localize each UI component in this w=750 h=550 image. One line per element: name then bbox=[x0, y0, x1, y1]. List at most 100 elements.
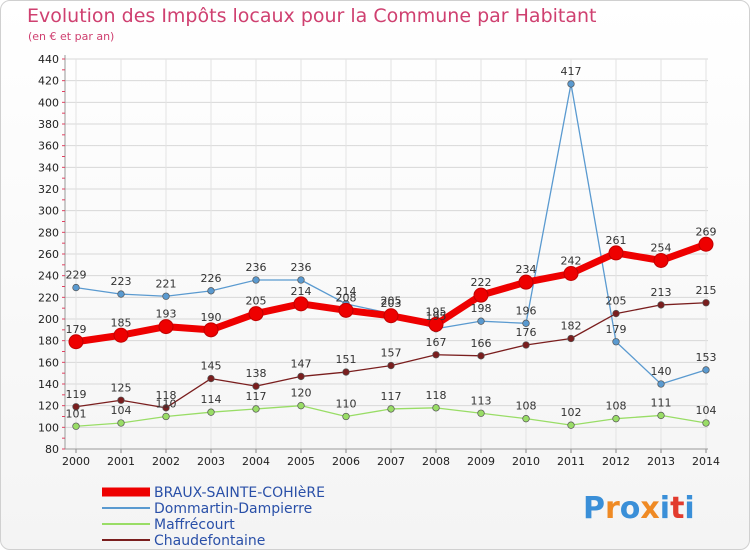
data-point bbox=[522, 415, 530, 423]
x-tick-label: 2006 bbox=[332, 455, 360, 468]
data-label: 205 bbox=[246, 295, 267, 308]
data-label: 215 bbox=[696, 284, 717, 297]
data-point bbox=[522, 341, 530, 349]
data-label: 117 bbox=[246, 390, 267, 403]
data-point bbox=[653, 253, 669, 268]
data-point bbox=[162, 292, 170, 300]
data-point bbox=[518, 274, 534, 290]
y-tick-label: 160 bbox=[38, 356, 59, 369]
data-label: 176 bbox=[516, 326, 537, 339]
data-label: 179 bbox=[66, 323, 87, 336]
y-tick-label: 140 bbox=[38, 378, 59, 391]
y-tick-label: 220 bbox=[38, 291, 59, 304]
data-label: 236 bbox=[246, 261, 267, 274]
y-tick-label: 340 bbox=[38, 161, 59, 174]
x-tick-label: 2005 bbox=[287, 455, 315, 468]
data-label: 417 bbox=[561, 65, 582, 78]
data-label: 118 bbox=[426, 389, 447, 402]
data-label: 120 bbox=[291, 387, 312, 400]
data-label: 193 bbox=[156, 308, 177, 321]
data-point bbox=[248, 306, 264, 322]
data-label: 213 bbox=[651, 286, 672, 299]
x-tick-label: 2003 bbox=[197, 455, 225, 468]
logo-letter: r bbox=[605, 491, 620, 526]
data-point bbox=[702, 299, 710, 307]
data-label: 166 bbox=[471, 337, 492, 350]
y-tick-label: 80 bbox=[45, 443, 59, 456]
data-point bbox=[612, 338, 620, 346]
data-point bbox=[432, 351, 440, 359]
y-tick-label: 300 bbox=[38, 205, 59, 218]
y-tick-label: 180 bbox=[38, 335, 59, 348]
data-point bbox=[297, 372, 305, 381]
x-tick-label: 2007 bbox=[377, 455, 405, 468]
data-label: 198 bbox=[471, 302, 492, 315]
logo-letter: x bbox=[640, 491, 659, 526]
data-point bbox=[608, 245, 624, 261]
data-label: 104 bbox=[696, 404, 717, 417]
data-point bbox=[297, 402, 305, 410]
data-label: 110 bbox=[336, 398, 357, 411]
data-label: 140 bbox=[651, 365, 672, 378]
data-label: 195 bbox=[426, 310, 447, 323]
data-point bbox=[72, 422, 80, 430]
data-label: 261 bbox=[606, 234, 627, 247]
data-point bbox=[113, 327, 129, 343]
data-point bbox=[117, 396, 125, 404]
data-point bbox=[477, 352, 485, 360]
data-point bbox=[293, 296, 309, 312]
data-label: 179 bbox=[606, 323, 627, 336]
data-point bbox=[567, 334, 575, 343]
data-point bbox=[387, 405, 395, 413]
data-label: 190 bbox=[201, 311, 222, 324]
x-tick-label: 2010 bbox=[512, 455, 540, 468]
data-point bbox=[612, 309, 620, 318]
x-tick-label: 2008 bbox=[422, 455, 450, 468]
data-point bbox=[203, 322, 219, 338]
data-label: 226 bbox=[201, 272, 222, 285]
data-point bbox=[162, 404, 170, 412]
y-tick-label: 260 bbox=[38, 248, 59, 261]
data-label: 145 bbox=[201, 360, 222, 373]
data-point bbox=[702, 366, 710, 374]
data-label: 113 bbox=[471, 394, 492, 407]
data-point bbox=[383, 308, 399, 324]
data-label: 234 bbox=[516, 263, 537, 276]
data-label: 196 bbox=[516, 304, 537, 317]
data-point bbox=[657, 411, 665, 420]
data-point bbox=[567, 80, 575, 88]
data-label: 153 bbox=[696, 351, 717, 364]
data-point bbox=[698, 236, 714, 252]
data-label: 205 bbox=[606, 295, 627, 308]
x-tick-label: 2002 bbox=[152, 455, 180, 468]
proxiti-logo: Proxiti bbox=[583, 491, 695, 526]
data-label: 110 bbox=[156, 398, 177, 411]
data-label: 214 bbox=[336, 285, 357, 298]
y-tick-label: 200 bbox=[38, 313, 59, 326]
data-point bbox=[342, 412, 350, 421]
data-point bbox=[162, 412, 170, 421]
series-lines bbox=[68, 80, 714, 430]
y-tick-label: 240 bbox=[38, 270, 59, 283]
data-point bbox=[72, 283, 80, 292]
y-tick-label: 440 bbox=[38, 53, 59, 66]
data-point bbox=[342, 368, 350, 376]
data-label: 111 bbox=[651, 396, 672, 409]
data-label: 182 bbox=[561, 320, 582, 333]
data-point bbox=[158, 319, 174, 335]
legend-label: Chaudefontaine bbox=[154, 533, 265, 549]
data-point bbox=[612, 415, 620, 423]
data-point bbox=[702, 419, 710, 427]
data-label: 118 bbox=[156, 389, 177, 402]
data-point bbox=[207, 408, 215, 416]
data-label: 269 bbox=[696, 225, 717, 238]
legend: BRAUX-SAINTE-COHIèREDommartin-DampierreM… bbox=[102, 485, 325, 549]
data-label: 147 bbox=[291, 357, 312, 370]
x-tick-label: 2013 bbox=[647, 455, 675, 468]
axes bbox=[62, 55, 708, 453]
data-point bbox=[477, 409, 485, 417]
data-label: 205 bbox=[381, 295, 402, 308]
